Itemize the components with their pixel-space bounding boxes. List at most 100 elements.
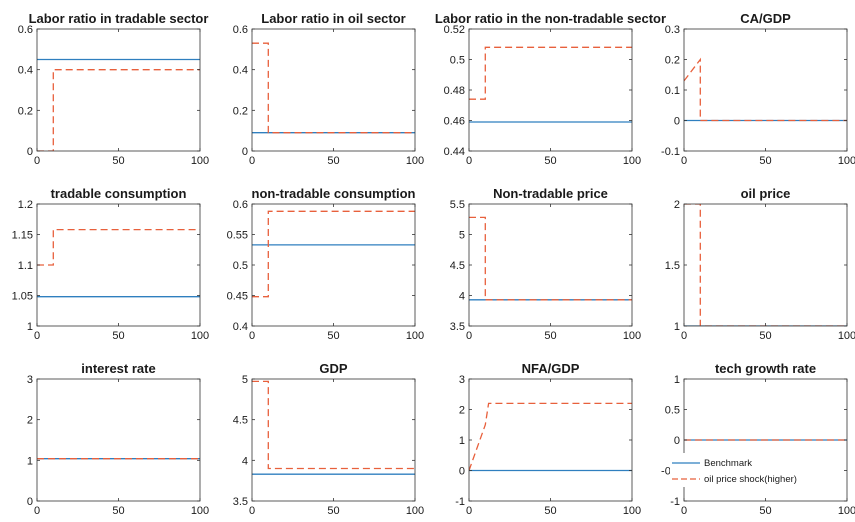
legend-label-shock: oil price shock(higher) — [704, 474, 797, 485]
axes-box — [36, 28, 201, 152]
y-tick-label: 0.45 — [227, 291, 248, 303]
y-tick-label: -1 — [670, 496, 680, 508]
y-tick-label: 1 — [27, 455, 33, 467]
panel-title: GDP — [319, 361, 348, 376]
y-tick-label: 0.44 — [444, 146, 465, 158]
panel-title: Labor ratio in tradable sector — [29, 11, 209, 26]
y-tick-label: 1 — [674, 321, 680, 333]
y-tick-label: 1.2 — [18, 199, 33, 211]
y-tick-label: 5 — [242, 374, 248, 386]
x-tick-label: 100 — [623, 330, 641, 342]
y-tick-label: 0.2 — [18, 105, 33, 117]
x-tick-label: 100 — [838, 505, 855, 517]
y-tick-label: 5.5 — [450, 199, 465, 211]
x-tick-label: 100 — [838, 330, 855, 342]
x-tick-label: 0 — [249, 155, 255, 167]
x-tick-label: 0 — [34, 155, 40, 167]
y-tick-label: 0.5 — [665, 405, 680, 417]
y-tick-label: 0.4 — [18, 65, 33, 77]
x-tick-label: 0 — [249, 505, 255, 517]
y-tick-label: 0.55 — [227, 230, 248, 242]
shock-line — [684, 57, 847, 122]
y-tick-label: 4.5 — [233, 415, 248, 427]
y-tick-label: 2 — [459, 405, 465, 417]
y-tick-label: 0 — [674, 116, 680, 128]
y-tick-label: 0 — [674, 435, 680, 447]
y-tick-label: 2 — [27, 415, 33, 427]
y-tick-label: 4 — [459, 291, 465, 303]
y-tick-label: 1.1 — [18, 260, 33, 272]
y-tick-label: 4.5 — [450, 260, 465, 272]
x-tick-label: 0 — [249, 330, 255, 342]
axes-box — [468, 378, 633, 502]
x-tick-label: 100 — [406, 505, 424, 517]
x-tick-label: 50 — [759, 155, 771, 167]
y-tick-label: 0.6 — [233, 199, 248, 211]
y-tick-label: 0.46 — [444, 116, 465, 128]
x-tick-label: 50 — [544, 155, 556, 167]
shock-line — [37, 228, 200, 266]
panel-title: NFA/GDP — [522, 361, 580, 376]
panel-title: interest rate — [81, 361, 155, 376]
y-tick-label: 0.2 — [233, 105, 248, 117]
x-tick-label: 100 — [623, 155, 641, 167]
x-tick-label: 0 — [681, 155, 687, 167]
shock-line — [469, 46, 632, 100]
x-tick-label: 50 — [112, 155, 124, 167]
x-tick-label: 0 — [466, 330, 472, 342]
panel-title: tradable consumption — [51, 186, 187, 201]
x-tick-label: 50 — [327, 330, 339, 342]
shock-line — [469, 216, 632, 301]
panel-12: tech growth rate050100-1-0.500.51Benchma… — [661, 361, 855, 517]
axes-box — [683, 28, 848, 152]
shock-line — [469, 402, 632, 471]
y-tick-label: 0.5 — [450, 55, 465, 67]
y-tick-label: -1 — [455, 496, 465, 508]
y-tick-label: 0.3 — [665, 24, 680, 36]
x-tick-label: 50 — [759, 330, 771, 342]
y-tick-label: 1 — [674, 374, 680, 386]
x-tick-label: 100 — [838, 155, 855, 167]
x-tick-label: 0 — [681, 505, 687, 517]
x-tick-label: 0 — [34, 505, 40, 517]
y-tick-label: 3 — [27, 374, 33, 386]
panel-title: non-tradable consumption — [252, 186, 416, 201]
x-tick-label: 100 — [406, 330, 424, 342]
x-tick-label: 0 — [466, 505, 472, 517]
x-tick-label: 0 — [34, 330, 40, 342]
axes-box — [36, 203, 201, 327]
y-tick-label: 1 — [459, 435, 465, 447]
shock-line — [37, 69, 200, 151]
panel-title: tech growth rate — [715, 361, 816, 376]
y-tick-label: 0.4 — [233, 321, 248, 333]
y-tick-label: 5 — [459, 230, 465, 242]
panel-5: tradable consumption 0 50 100 1 1.05 1.1 1.15 1.… — [12, 186, 210, 342]
x-tick-label: 50 — [327, 155, 339, 167]
x-tick-label: 0 — [466, 155, 472, 167]
y-tick-label: 2 — [674, 199, 680, 211]
x-tick-label: 100 — [191, 155, 209, 167]
x-tick-label: 50 — [327, 505, 339, 517]
y-tick-label: 0 — [459, 466, 465, 478]
panel-title: Labor ratio in the non-tradable sector — [435, 11, 666, 26]
y-tick-label: 0.6 — [18, 24, 33, 36]
panel-9: interest rate 0 50 100 0 1 2 3 — [27, 361, 209, 517]
panel-title: Labor ratio in oil sector — [261, 11, 405, 26]
panel-title: Non-tradable price — [493, 186, 608, 201]
legend-label-benchmark: Benchmark — [704, 458, 752, 469]
x-tick-label: 100 — [191, 505, 209, 517]
x-tick-label: 0 — [681, 330, 687, 342]
x-tick-label: 50 — [112, 330, 124, 342]
axes-box — [468, 203, 633, 327]
x-tick-label: 50 — [544, 505, 556, 517]
shock-line — [252, 380, 415, 470]
legend: Benchmark oil price shock(higher) — [670, 453, 810, 487]
shock-line — [252, 42, 415, 134]
axes-box — [251, 203, 416, 327]
y-tick-label: 0 — [27, 496, 33, 508]
y-tick-label: 3.5 — [450, 321, 465, 333]
y-tick-label: 0.4 — [233, 65, 248, 77]
axes-box — [251, 378, 416, 502]
